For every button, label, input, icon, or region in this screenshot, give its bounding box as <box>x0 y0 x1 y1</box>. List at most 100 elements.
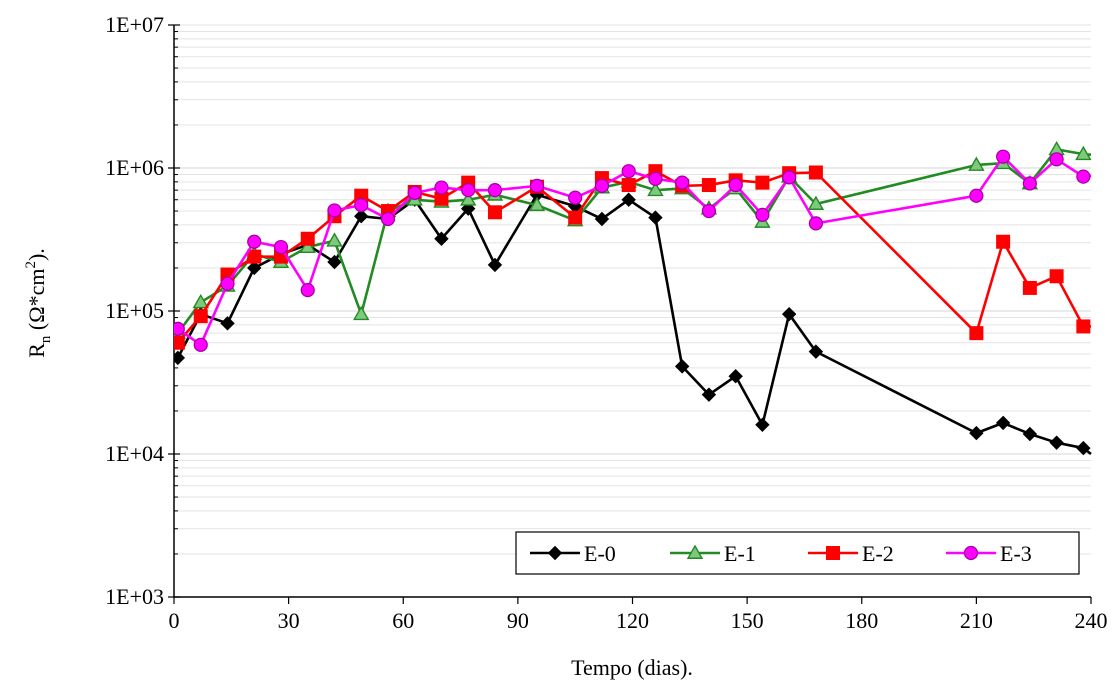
data-point <box>327 203 342 218</box>
data-point <box>174 335 185 350</box>
data-point <box>728 177 743 193</box>
legend-label: E-0 <box>584 541 616 566</box>
data-point <box>1022 280 1037 295</box>
data-point <box>648 210 663 225</box>
data-point <box>755 417 770 433</box>
data-point <box>247 234 262 249</box>
legend-label: E-2 <box>862 541 894 566</box>
data-point <box>487 257 503 273</box>
data-point <box>273 239 289 255</box>
x-tick-label: 0 <box>169 608 180 633</box>
legend-label: E-3 <box>1000 541 1032 566</box>
data-point <box>1076 440 1091 456</box>
y-axis-ticks: 1E+03 1E+04 1E+05 1E+06 1E+07 <box>105 12 180 609</box>
data-point <box>594 211 610 227</box>
data-point <box>220 276 235 291</box>
legend-item-E-2: E-2 <box>808 541 894 566</box>
y-axis-label-sub: n <box>38 335 54 343</box>
data-point <box>1076 169 1091 184</box>
y-tick-label: 1E+03 <box>105 584 164 609</box>
data-point <box>1022 426 1038 442</box>
data-point <box>995 415 1011 431</box>
data-point <box>969 188 984 203</box>
legend-item-E-0: E-0 <box>530 541 616 566</box>
data-point <box>969 326 984 341</box>
data-point <box>354 209 369 224</box>
x-axis-label: Tempo (dias). <box>571 655 693 680</box>
data-point <box>528 196 546 212</box>
y-axis-label-end: ). <box>24 248 49 261</box>
data-point <box>701 178 716 193</box>
y-axis-label: Rn (Ω*cm2). <box>23 248 54 358</box>
data-point <box>728 368 743 384</box>
legend-marker <box>826 546 840 560</box>
data-point <box>174 321 185 336</box>
series-E-3 <box>174 149 1092 352</box>
data-point <box>407 185 422 200</box>
series-E-2 <box>174 164 1091 350</box>
y-tick-label: 1E+07 <box>105 12 164 37</box>
legend-marker <box>963 545 979 561</box>
data-point <box>594 178 610 193</box>
data-point <box>487 205 502 220</box>
data-point <box>621 192 636 207</box>
data-point <box>568 210 583 225</box>
y-tick-label: 1E+04 <box>105 441 164 466</box>
x-tick-label: 240 <box>1075 608 1108 633</box>
data-point <box>354 198 369 213</box>
data-point <box>782 170 797 185</box>
data-point <box>807 195 825 210</box>
y-axis-label-sup: 2 <box>23 261 39 269</box>
data-point <box>192 293 209 309</box>
y-axis-label-rest: (Ω*cm <box>24 269 49 336</box>
data-point <box>1075 145 1092 161</box>
x-tick-label: 60 <box>392 608 414 633</box>
data-point <box>647 181 664 197</box>
data-point <box>969 425 984 441</box>
data-point <box>459 191 477 206</box>
data-point <box>529 178 545 193</box>
data-point <box>568 190 583 205</box>
y-axis-label-main: R <box>24 343 49 358</box>
data-point <box>996 234 1011 249</box>
data-point <box>327 254 342 270</box>
data-point <box>193 309 208 324</box>
y-tick-label: 1E+06 <box>105 155 164 180</box>
x-tick-label: 90 <box>507 608 529 633</box>
data-point <box>326 232 343 247</box>
data-point <box>299 238 316 254</box>
data-point <box>193 337 208 352</box>
legend-marker <box>547 545 563 561</box>
data-point <box>434 231 449 246</box>
x-tick-label: 120 <box>616 608 649 633</box>
legend: E-0 E-1 E-2 E-3 <box>515 531 1080 575</box>
series-line <box>176 169 1091 344</box>
series-line <box>177 155 1092 347</box>
data-point <box>1022 176 1037 191</box>
data-point <box>781 306 797 322</box>
x-tick-label: 150 <box>731 608 764 633</box>
data-point <box>434 180 449 195</box>
data-point <box>674 359 690 374</box>
data-point <box>380 211 396 227</box>
plot-area <box>174 140 1092 456</box>
data-point <box>996 149 1011 164</box>
data-point <box>1049 435 1064 450</box>
series-line <box>176 148 1092 334</box>
legend-item-E-3: E-3 <box>946 541 1032 566</box>
x-axis-ticks: 0 30 60 90 120 150 180 210 240 <box>169 597 1108 633</box>
data-point <box>968 156 985 171</box>
data-point <box>701 387 717 402</box>
data-point <box>300 231 315 246</box>
data-point <box>247 260 262 276</box>
data-point <box>621 178 636 193</box>
data-point <box>300 283 315 298</box>
data-point <box>675 175 690 190</box>
y-tick-label: 1E+05 <box>105 298 164 323</box>
x-tick-label: 210 <box>960 608 993 633</box>
data-point <box>755 175 770 190</box>
legend-item-E-1: E-1 <box>670 541 756 566</box>
data-point <box>1076 319 1091 334</box>
data-point <box>487 183 503 198</box>
